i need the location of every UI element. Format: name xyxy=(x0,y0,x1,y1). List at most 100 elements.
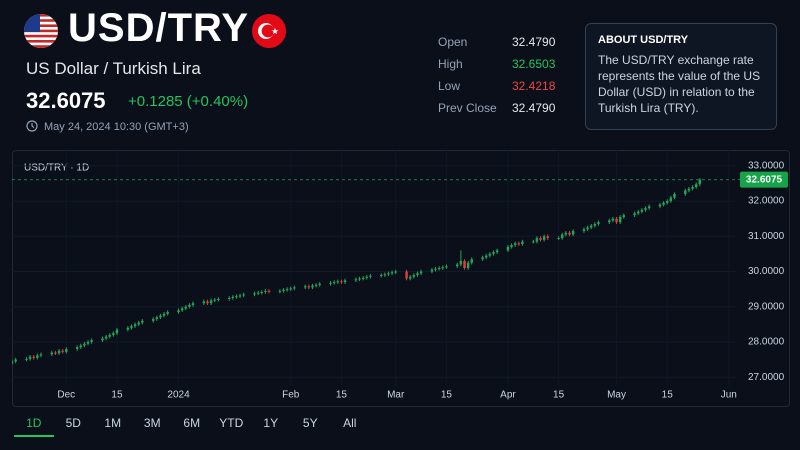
candle-body xyxy=(264,290,267,292)
candle-body xyxy=(365,276,368,278)
y-tick-label: 29.0000 xyxy=(748,301,785,312)
candle-body xyxy=(416,273,419,276)
candle-body xyxy=(597,222,600,224)
candle-body xyxy=(510,245,513,247)
candle-body xyxy=(141,320,144,323)
chart-panel xyxy=(12,150,790,407)
timeframe-button[interactable]: 1M xyxy=(104,416,122,430)
candle-body xyxy=(611,218,615,221)
candle-body xyxy=(282,289,285,291)
candle-body xyxy=(434,268,437,270)
stat-value: 32.6503 xyxy=(512,57,556,71)
candle-body xyxy=(50,352,54,355)
candle-body xyxy=(665,201,669,203)
candle-body xyxy=(539,238,542,240)
candle-body xyxy=(608,220,611,223)
candle-body xyxy=(593,223,597,226)
candle-body xyxy=(238,295,242,297)
x-tick-label: Feb xyxy=(282,390,300,401)
candle-body xyxy=(242,294,245,296)
stat-value: 32.4218 xyxy=(512,79,556,93)
candle-body xyxy=(662,202,665,205)
candle-body xyxy=(488,253,492,256)
last-price-label: 32.6075 xyxy=(746,174,783,185)
stat-value: 32.4790 xyxy=(512,101,556,115)
candle-body xyxy=(615,218,618,223)
candle-body xyxy=(633,213,636,216)
y-tick-label: 30.0000 xyxy=(748,266,785,277)
candle-body xyxy=(133,324,137,327)
candle-body xyxy=(640,209,644,212)
candle-body xyxy=(104,336,108,339)
candle-body xyxy=(285,289,289,291)
candle-body xyxy=(166,312,169,314)
timeframe-button[interactable]: 5Y xyxy=(302,416,318,430)
candle-body xyxy=(253,293,256,295)
candle-body xyxy=(209,300,213,304)
candle-body xyxy=(564,232,568,235)
candle-body xyxy=(589,225,593,228)
timeframe-button[interactable]: 6M xyxy=(183,416,201,430)
candle-body xyxy=(311,285,314,288)
candle-body xyxy=(546,236,549,239)
candle-body xyxy=(318,283,321,285)
candle-body xyxy=(340,281,343,283)
candle-body xyxy=(151,319,155,321)
candle-body xyxy=(394,271,397,273)
y-tick-label: 32.0000 xyxy=(748,196,785,207)
candle-body xyxy=(571,231,575,235)
candle-body xyxy=(390,272,394,274)
candle-body xyxy=(492,252,495,254)
candle-body xyxy=(28,356,32,359)
candle-body xyxy=(358,278,361,280)
candle-body xyxy=(130,326,133,328)
candle-body xyxy=(314,284,318,286)
candle-body xyxy=(637,211,640,214)
candle-body xyxy=(61,350,64,352)
candle-body xyxy=(647,206,651,209)
candle-body xyxy=(456,264,459,267)
candle-body xyxy=(256,292,260,294)
candle-body xyxy=(698,179,702,185)
x-tick-label: Mar xyxy=(387,390,405,401)
timeframe-button[interactable]: 1D xyxy=(14,410,54,437)
candle-body xyxy=(180,308,184,311)
timeframe-button[interactable]: 1Y xyxy=(263,416,279,430)
candle-body xyxy=(65,349,68,352)
x-tick-label: Jun xyxy=(721,390,737,401)
candle-body xyxy=(495,250,499,253)
symbol: USD/TRY xyxy=(68,6,250,50)
clock-icon xyxy=(26,120,38,132)
candle-body xyxy=(463,260,466,268)
candle-body xyxy=(293,287,296,289)
x-tick-label: 15 xyxy=(553,390,565,401)
candle-body xyxy=(217,298,220,300)
price-change: +0.1285 (+0.40%) xyxy=(128,93,249,110)
candle-body xyxy=(557,238,560,240)
candle-body xyxy=(542,236,546,240)
candle-body xyxy=(582,229,586,232)
timeframe-button[interactable]: YTD xyxy=(219,416,244,430)
candle-body xyxy=(155,317,159,320)
x-tick-label: 15 xyxy=(662,390,674,401)
us-flag xyxy=(24,14,58,48)
y-tick-label: 31.0000 xyxy=(748,231,785,242)
candle-body xyxy=(618,216,622,223)
timeframe-button[interactable]: 3M xyxy=(143,416,161,430)
candle-body xyxy=(108,334,111,337)
candle-body xyxy=(361,277,365,279)
about-title: ABOUT USD/TRY xyxy=(598,34,689,46)
timeframe-button[interactable]: All xyxy=(343,416,357,430)
candle-body xyxy=(669,197,673,202)
chart-title: USD/TRY · 1D xyxy=(24,163,89,174)
candle-body xyxy=(231,296,235,298)
candle-body xyxy=(644,208,647,210)
candle-body xyxy=(441,267,445,269)
candle-body xyxy=(387,273,390,275)
timeframe-button[interactable]: 5D xyxy=(65,416,81,430)
stat-label: Low xyxy=(438,79,461,93)
candle-body xyxy=(459,260,463,265)
candle-body xyxy=(115,329,119,334)
candle-body xyxy=(521,241,524,245)
candle-body xyxy=(517,243,521,245)
